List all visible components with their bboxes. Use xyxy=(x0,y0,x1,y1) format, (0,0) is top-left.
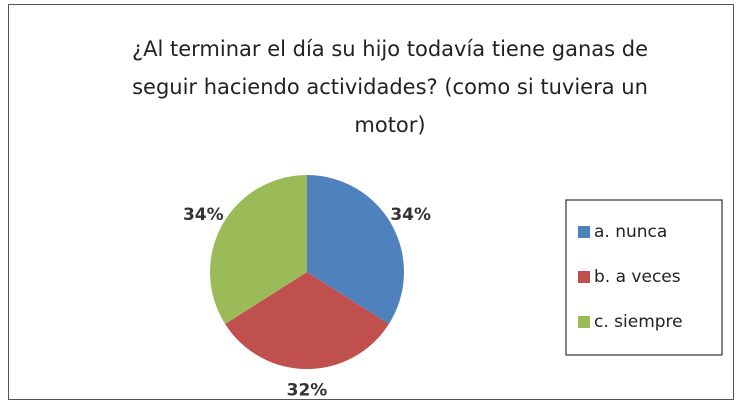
chart-frame xyxy=(8,4,734,400)
legend-box xyxy=(565,199,723,356)
chart-title: ¿Al terminar el día su hijo todavía tien… xyxy=(131,37,648,137)
data-label: 32% xyxy=(287,380,328,400)
pie-slice xyxy=(210,175,307,324)
legend-swatch xyxy=(578,271,590,283)
legend-label: c. siempre xyxy=(594,312,683,332)
pie-slice xyxy=(307,175,404,324)
legend-label: a. nunca xyxy=(594,222,667,242)
legend-swatch xyxy=(578,316,590,328)
legend-label: b. a veces xyxy=(594,267,681,287)
data-label: 34% xyxy=(390,205,431,225)
pie-slice xyxy=(225,272,389,370)
data-label: 34% xyxy=(183,205,224,225)
legend-swatch xyxy=(578,226,590,238)
